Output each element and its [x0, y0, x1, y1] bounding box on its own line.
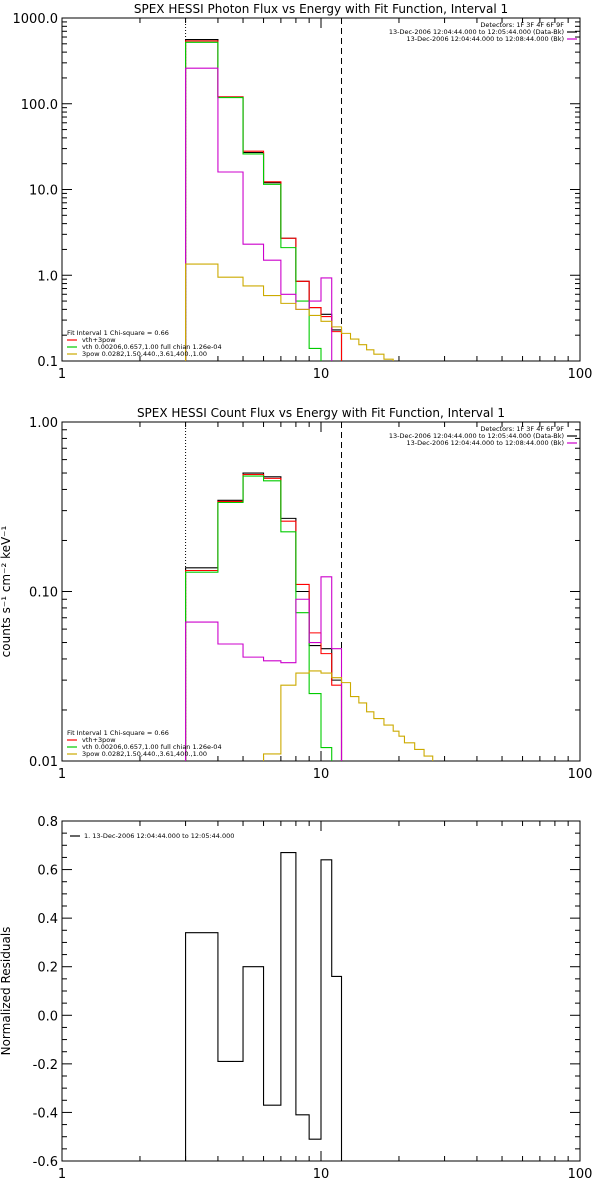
- legend-bottom-left-line: vth 0.00206,0.657,1.00 full chian 1.26e-…: [82, 743, 222, 751]
- x-tick-label: 10: [313, 367, 330, 382]
- legend-bottom-left-line: vth 0.00206,0.657,1.00 full chian 1.26e-…: [82, 343, 222, 351]
- series-4-histogram: [185, 263, 406, 361]
- series-4-histogram: [262, 670, 440, 761]
- y-tick-label: 1.00: [29, 416, 58, 431]
- y-axis-label: counts s⁻¹ cm⁻² keV⁻¹: [0, 525, 13, 657]
- x-tick-label: 10: [313, 767, 330, 782]
- y-tick-label: 0.4: [37, 912, 58, 927]
- y-tick-label: 1000.0: [13, 12, 59, 27]
- legend-top-right-line: Detectors: 1F 3F 4F 6F 9F: [480, 425, 564, 433]
- x-tick-label: 10: [313, 1167, 330, 1182]
- series-group: [185, 852, 343, 1161]
- y-tick-label: 100.0: [21, 98, 58, 113]
- series-2-histogram: [185, 41, 343, 361]
- x-tick-label: 1: [58, 367, 66, 382]
- legend-top-right-line: 13-Dec-2006 12:04:44.000 to 12:08:44.000…: [407, 439, 565, 447]
- y-tick-label: 0.01: [29, 755, 58, 770]
- chart-title: SPEX HESSI Photon Flux vs Energy with Fi…: [134, 2, 508, 16]
- series-group: [185, 39, 406, 361]
- series-group: [185, 472, 440, 761]
- panel-3: Normalized Residuals 1 10 100 -0.6 -0.4 -0.2 0.…: [0, 815, 592, 1182]
- series-1-histogram: [185, 40, 343, 361]
- chart-title: SPEX HESSI Count Flux vs Energy with Fit…: [137, 406, 505, 420]
- y-axis-label: Normalized Residuals: [0, 927, 13, 1056]
- legend-top-right-line: Detectors: 1F 3F 4F 6F 9F: [480, 21, 564, 29]
- series-0-histogram: [185, 472, 343, 761]
- series-3-histogram: [185, 576, 343, 761]
- x-tick-label: 1: [58, 1167, 66, 1182]
- legend-bottom-left-line: Fit Interval 1 Chi-square = 0.66: [67, 729, 169, 737]
- y-tick-label: -0.2: [33, 1058, 58, 1073]
- panel-2: SPEX HESSI Count Flux vs Energy with Fit…: [0, 406, 593, 782]
- y-tick-label: 0.0: [37, 1009, 58, 1024]
- series-3-histogram: [185, 67, 343, 361]
- y-tick-label: 0.1: [37, 355, 58, 370]
- y-tick-label: 1.0: [37, 269, 58, 284]
- legend-bottom-left-line: Fit Interval 1 Chi-square = 0.66: [67, 329, 169, 337]
- y-tick-label: 0.8: [37, 815, 58, 830]
- y-tick-label: -0.6: [33, 1155, 58, 1170]
- y-tick-label: 0.10: [29, 586, 58, 601]
- legend-top-right-line: 13-Dec-2006 12:04:44.000 to 12:05:44.000…: [389, 28, 564, 36]
- x-tick-label: 100: [568, 367, 593, 382]
- x-tick-label: 1: [58, 767, 66, 782]
- legend-bottom-left-line: 3pow 0.0282,1.50,440.,3.61,400.,1.00: [82, 750, 207, 758]
- legend-top-left-line: 1. 13-Dec-2006 12:04:44.000 to 12:05:44.…: [84, 832, 234, 840]
- series-1-histogram: [185, 473, 343, 761]
- series-0-histogram: [185, 39, 343, 361]
- x-tick-label: 100: [568, 767, 593, 782]
- y-tick-label: -0.4: [33, 1106, 58, 1121]
- x-tick-label: 100: [568, 1167, 593, 1182]
- series-0-histogram: [185, 852, 343, 1161]
- legend-top-right-line: 13-Dec-2006 12:04:44.000 to 12:05:44.000…: [389, 432, 564, 440]
- y-tick-label: 0.2: [37, 961, 58, 976]
- y-tick-label: 0.6: [37, 864, 58, 879]
- legend-top-right-line: 13-Dec-2006 12:04:44.000 to 12:08:44.000…: [407, 35, 565, 43]
- panel-1: SPEX HESSI Photon Flux vs Energy with Fi…: [13, 2, 593, 382]
- legend-bottom-left-line: vth+3pow: [82, 736, 116, 744]
- y-tick-label: 10.0: [29, 184, 58, 199]
- legend-bottom-left-line: 3pow 0.0282,1.50,440.,3.61,400.,1.00: [82, 350, 207, 358]
- legend-bottom-left-line: vth+3pow: [82, 336, 116, 344]
- series-2-histogram: [185, 475, 343, 761]
